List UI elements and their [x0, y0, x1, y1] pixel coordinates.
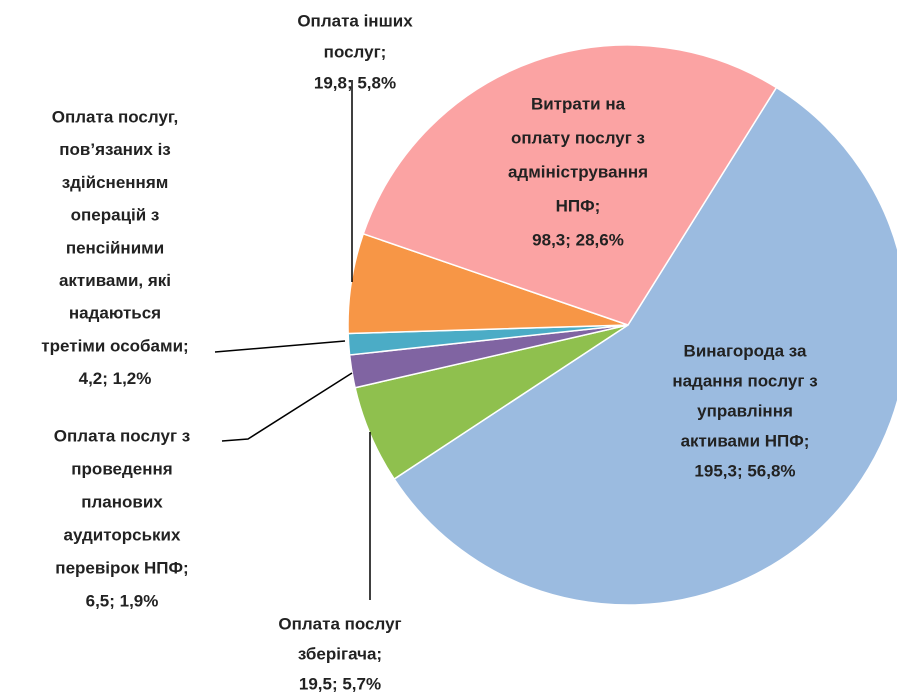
leader-line [214, 340, 346, 353]
value-label: 4,2; 1,2% [79, 369, 152, 388]
slice-label: здійсненням [62, 173, 169, 192]
slice-label: Оплата послуг з [54, 426, 190, 445]
pie [347, 44, 897, 606]
value-label: 19,5; 5,7% [299, 674, 381, 693]
slice-label: пенсійними [66, 238, 164, 257]
value-label: 19,8; 5,8% [314, 73, 396, 92]
slice-label: Винагорода за [684, 341, 807, 360]
slice-label: проведення [71, 459, 172, 478]
slice-label: Оплата інших [297, 11, 413, 30]
slice-label: НПФ; [556, 196, 601, 215]
slice-label: Оплата послуг [278, 614, 401, 633]
slice-label: надання послуг з [672, 371, 817, 390]
slice-label: планових [81, 492, 163, 511]
labels: Винагорода за надання послуг з управління а… [41, 11, 817, 693]
slice-label: Оплата послуг, [52, 107, 178, 126]
slice-label: активами НПФ; [681, 431, 810, 450]
leader-line [221, 372, 353, 442]
slice-label: зберігача; [298, 644, 382, 663]
slice-label: перевірок НПФ; [55, 558, 188, 577]
slice-label: оплату послуг з [511, 128, 645, 147]
slice-label: аудиторських [64, 525, 181, 544]
slice-label: управління [697, 401, 793, 420]
value-label: 98,3; 28,6% [532, 230, 624, 249]
value-label: 195,3; 56,8% [694, 461, 795, 480]
slice-label: пов’язаних із [59, 140, 171, 159]
slice-label: адміністрування [508, 162, 648, 181]
slice-label: третіми особами; [41, 336, 188, 355]
slice-label: послуг; [324, 42, 387, 61]
slice-label: активами, які [59, 271, 171, 290]
pie-slice [362, 44, 778, 326]
slice-label: операцій з [71, 206, 160, 225]
slice-label: Витрати на [531, 94, 626, 113]
slice-label: надаються [69, 304, 161, 323]
value-label: 6,5; 1,9% [86, 591, 159, 610]
pie-slice [393, 86, 897, 606]
